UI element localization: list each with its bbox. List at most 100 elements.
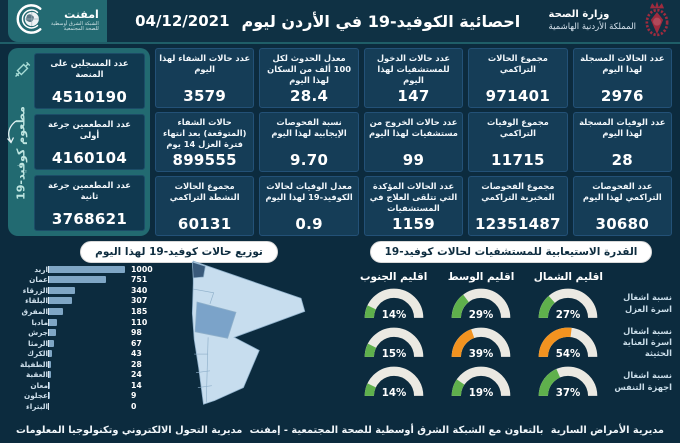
ministry-name: وزارة الصحة bbox=[548, 9, 610, 21]
stat-card-label: عدد الفحوصات التراكمي لهذا اليوم bbox=[582, 181, 662, 202]
stat-card-value: 4160104 bbox=[51, 149, 128, 167]
emphnet-globe-logo-icon bbox=[12, 3, 46, 39]
bar-track bbox=[48, 392, 128, 400]
bar-fill bbox=[49, 307, 63, 315]
bar-category-label: معان bbox=[30, 380, 48, 390]
bar-category-label: مادبا bbox=[31, 317, 48, 327]
bar-fill bbox=[49, 360, 51, 368]
bar-row: معان 14 bbox=[12, 380, 162, 391]
ministry-country: المملكة الأردنية الهاشمية bbox=[548, 21, 636, 32]
stat-card-value: 3579 bbox=[183, 87, 227, 105]
stat-card-label: حالات الشفاء (المتوقعة) بعد انتهاء فترة … bbox=[162, 117, 247, 149]
stat-card-label: معدل الوفيات لحالات الكوفيد-19 لهذا اليو… bbox=[265, 181, 353, 202]
stat-card: حالات الشفاء (المتوقعة) بعد انتهاء فترة … bbox=[154, 112, 255, 172]
bar-fill bbox=[49, 286, 75, 294]
gauge: 19% bbox=[448, 363, 514, 400]
stat-card-label: مجموع الحالات التراكمي bbox=[487, 53, 548, 74]
bar-row: مادبا 110 bbox=[12, 317, 162, 328]
stat-card-value: 12351487 bbox=[474, 215, 561, 233]
bar-row: العقبة 24 bbox=[12, 369, 162, 380]
bar-row: الرمثا 67 bbox=[12, 338, 162, 349]
svg-text:54%: 54% bbox=[556, 348, 581, 360]
bar-track bbox=[48, 360, 128, 368]
bar-value-label: 340 bbox=[131, 285, 148, 295]
bar-track bbox=[48, 276, 128, 284]
vaccination-boxes: عدد المسجلين على المنصة 4510190 عدد المطعم… bbox=[33, 53, 145, 231]
gauge-row-label: نسبة اشغال اسرة العناية الحثيثة bbox=[622, 325, 672, 359]
stat-card-label: عدد الحالات المسجلة لهذا اليوم bbox=[580, 53, 665, 74]
stat-card-label: عدد حالات الدخول للمستشفيات لهذا اليوم bbox=[376, 53, 451, 85]
bar-row: عجلون 9 bbox=[12, 391, 162, 402]
bar-track bbox=[48, 307, 128, 315]
stat-card-value: 2976 bbox=[600, 87, 644, 105]
arrow-doodle-icon bbox=[4, 119, 18, 149]
bottom-section: القدرة الاستيعابية للمستشفيات لحالات كوف… bbox=[8, 240, 672, 414]
bar-category-label: الطفيلة bbox=[20, 359, 48, 369]
stat-card-label: عدد المطعمين جرعة أولى bbox=[47, 119, 131, 140]
stat-card-label: عدد حالات الشفاء لهذا اليوم bbox=[159, 53, 251, 74]
stat-card: عدد الفحوصات التراكمي لهذا اليوم 30680 bbox=[572, 176, 672, 236]
gauge: 14% bbox=[361, 363, 427, 400]
bar-category-label: البلقاء bbox=[25, 296, 48, 306]
stat-card-value: 30680 bbox=[595, 215, 650, 233]
bar-category-label: جرش bbox=[28, 328, 48, 338]
barchart-title-row: توزيع حالات كوفيد-19 لهذا اليوم bbox=[8, 240, 350, 263]
cases-distribution-panel: توزيع حالات كوفيد-19 لهذا اليوم اربد 1000… bbox=[8, 240, 350, 414]
stat-card-label: عدد حالات الخروج من مستشفيات لهذا اليوم bbox=[369, 117, 458, 138]
bar-row: الطفيلة 28 bbox=[12, 359, 162, 370]
ministry-branding: وزارة الصحة المملكة الأردنية الهاشمية bbox=[549, 0, 672, 42]
stat-card-label: مجموع الحالات النشطة التراكمي bbox=[169, 181, 240, 202]
emphnet-sub2: للصحة المجتمعية bbox=[63, 26, 99, 33]
gauge: 39% bbox=[448, 324, 514, 361]
bar-value-label: 98 bbox=[131, 328, 142, 338]
ministry-crown-logo-icon bbox=[642, 0, 672, 42]
stat-card-label: مجموع الفحوصات المخبرية التراكمي bbox=[481, 181, 555, 202]
bar-value-label: 43 bbox=[131, 349, 142, 359]
gauge: 15% bbox=[361, 324, 427, 361]
vaccine-stat-card: عدد المطعمين جرعة أولى 4160104 bbox=[33, 114, 145, 170]
syringe-icon bbox=[11, 59, 33, 85]
jordan-choropleth-map bbox=[150, 250, 322, 412]
svg-text:29%: 29% bbox=[469, 309, 494, 321]
emphnet-name: امفنت bbox=[64, 7, 99, 21]
stats-column-3: عدد حالات الدخول للمستشفيات لهذا اليوم 14… bbox=[363, 48, 464, 236]
bar-track bbox=[48, 371, 128, 379]
bar-row: اربد 1000 bbox=[12, 264, 162, 275]
bar-fill bbox=[49, 392, 50, 400]
gauges-title-row: القدرة الاستيعابية للمستشفيات لحالات كوف… bbox=[350, 240, 672, 263]
gauge: 29% bbox=[448, 285, 514, 322]
gauge: 27% bbox=[535, 285, 601, 322]
header-title-wrap: احصائية الكوفيد-19 في الأردن ليوم 04/12/… bbox=[135, 12, 520, 31]
stat-card-label: عدد الوفيات المسجلة لهذا اليوم bbox=[579, 117, 666, 138]
bar-value-label: 14 bbox=[131, 380, 142, 390]
bar-row: الكرك 43 bbox=[12, 348, 162, 359]
bar-track bbox=[48, 286, 128, 294]
vaccination-sidebar: مطعوم كوفيد-19 bbox=[6, 53, 33, 231]
stat-card-value: 11715 bbox=[491, 151, 545, 169]
gauge: 14% bbox=[361, 285, 427, 322]
gauge: 54% bbox=[535, 324, 601, 361]
bar-fill bbox=[49, 318, 57, 326]
emphnet-branding: امفنت الشبكة الشرق أوسطية للصحة المجتمعي… bbox=[8, 0, 107, 42]
stat-card-label: عدد المسجلين على المنصة bbox=[50, 58, 129, 79]
stat-card-value: 1159 bbox=[392, 215, 435, 233]
bar-value-label: 1000 bbox=[131, 264, 153, 274]
gauges-title: القدرة الاستيعابية للمستشفيات لحالات كوف… bbox=[369, 241, 653, 263]
bar-track bbox=[48, 350, 128, 358]
vaccine-stat-card: عدد المسجلين على المنصة 4510190 bbox=[33, 53, 145, 109]
stat-card: مجموع الحالات التراكمي 971401 bbox=[468, 48, 568, 108]
bar-track bbox=[48, 381, 128, 389]
bar-category-label: عجلون bbox=[23, 391, 48, 401]
footer-cooperation-note: بالتعاون مع الشبكة الشرق أوسطية للصحة ال… bbox=[249, 424, 544, 436]
bar-row: الزرقاء 340 bbox=[12, 285, 162, 296]
bar-category-label: عمان bbox=[29, 275, 48, 285]
bar-fill bbox=[49, 297, 72, 305]
stat-card-value: 0.9 bbox=[295, 215, 323, 233]
bar-value-label: 28 bbox=[131, 359, 142, 369]
bar-fill bbox=[49, 371, 51, 379]
footer-communicable-diseases: مديرية الأمراض السارية bbox=[550, 424, 664, 436]
stat-card: نسبة الفحوصات الإيجابية لهذا اليوم 9.70 bbox=[259, 112, 359, 172]
stat-card: مجموع الحالات النشطة التراكمي 60131 bbox=[154, 176, 255, 236]
stat-card: عدد الحالات المؤكدة التي تتلقى العلاج في… bbox=[363, 176, 464, 236]
